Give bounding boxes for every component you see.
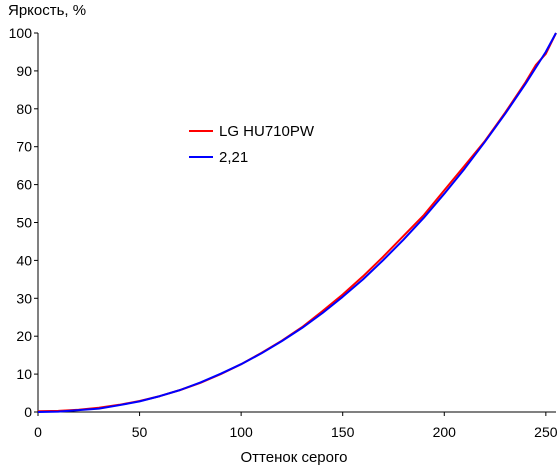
y-tick-label: 20 bbox=[16, 328, 32, 344]
series-layer bbox=[37, 32, 557, 413]
x-ticks: 0 50 100 150 200 250 bbox=[34, 412, 558, 440]
legend-label-2-21: 2,21 bbox=[219, 149, 248, 166]
y-tick-label: 50 bbox=[16, 215, 32, 231]
x-tick-label: 150 bbox=[331, 424, 355, 440]
y-tick-label: 80 bbox=[16, 101, 32, 117]
y-tick-label: 40 bbox=[16, 252, 32, 268]
y-tick-label: 30 bbox=[16, 290, 32, 306]
y-tick-label: 70 bbox=[16, 139, 32, 155]
series-line-0 bbox=[37, 32, 557, 413]
series-line-1 bbox=[37, 32, 557, 413]
axes bbox=[37, 33, 556, 413]
y-axis-title: Яркость, % bbox=[8, 2, 86, 19]
x-tick-label: 100 bbox=[229, 424, 253, 440]
x-tick-label: 0 bbox=[34, 424, 42, 440]
x-axis-title: Оттенок серого bbox=[241, 449, 348, 466]
legend-label-lg-hu710pw: LG HU710PW bbox=[219, 123, 315, 140]
y-tick-label: 60 bbox=[16, 177, 32, 193]
x-tick-label: 50 bbox=[132, 424, 148, 440]
y-tick-label: 10 bbox=[16, 366, 32, 382]
x-tick-label: 200 bbox=[433, 424, 457, 440]
legend: LG HU710PW 2,21 bbox=[189, 123, 315, 166]
y-ticks: 0 10 20 30 40 50 60 70 80 90 100 bbox=[9, 25, 38, 420]
y-tick-label: 100 bbox=[9, 25, 33, 41]
x-tick-label: 250 bbox=[534, 424, 558, 440]
y-tick-label: 90 bbox=[16, 63, 32, 79]
y-tick-label: 0 bbox=[24, 404, 32, 420]
